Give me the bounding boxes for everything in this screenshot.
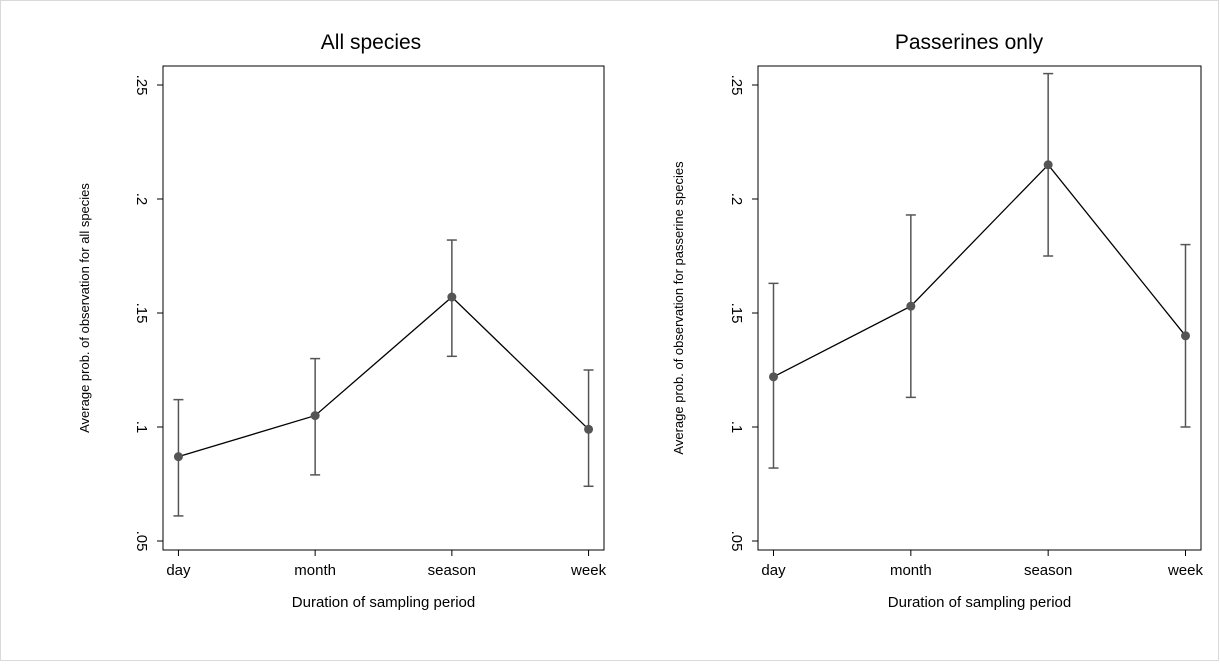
panel-2-y-axis-label: Average prob. of observation for passeri… — [671, 161, 686, 455]
panel-2-point-season — [1043, 160, 1053, 170]
panel-2-x-axis-label: Duration of sampling period — [888, 594, 1071, 611]
panel-2-xtick-label: month — [890, 562, 932, 579]
panel-1-ytick-label: .2 — [133, 193, 150, 206]
panel-2-point-day — [769, 372, 779, 382]
panel-1-point-week — [584, 424, 594, 434]
panel-1-ytick-label: .15 — [133, 303, 150, 324]
panel-1-y-axis-label: Average prob. of observation for all spe… — [77, 183, 92, 433]
panel-2-xtick-label: season — [1024, 562, 1072, 579]
panel-2-ytick-label: .15 — [728, 303, 745, 324]
panel-1-ytick-label: .05 — [133, 531, 150, 552]
panel-1-point-month — [310, 411, 320, 421]
panel-2-ytick-label: .1 — [728, 421, 745, 434]
panel-1-point-day — [173, 452, 183, 462]
panel-2-ytick-label: .05 — [728, 531, 745, 552]
panel-1-series-line — [178, 296, 590, 458]
panel-2-series-line — [773, 163, 1187, 378]
panel-2-ytick-label: .2 — [728, 193, 745, 206]
panel-2-ytick-label: .25 — [728, 75, 745, 96]
panel-1-xtick-label: season — [428, 562, 476, 579]
panel-1-xtick-label: day — [166, 562, 191, 579]
panel-1-point-season — [447, 292, 457, 302]
panel-1-xtick-label: week — [570, 562, 607, 579]
panel-1-plot-area — [162, 65, 605, 551]
panel-1-x-axis-label: Duration of sampling period — [292, 594, 475, 611]
panel-2-plot-area — [757, 65, 1202, 551]
panel-2-point-month — [906, 301, 916, 311]
panel-1-xtick-label: month — [294, 562, 336, 579]
panel-1-ytick-label: .25 — [133, 75, 150, 96]
panel-2-point-week — [1180, 331, 1190, 341]
panel-1-title: All species — [321, 31, 421, 54]
panel-2-xtick-label: day — [761, 562, 786, 579]
panel-1-ytick-label: .1 — [133, 421, 150, 434]
panel-2-title: Passerines only — [895, 31, 1044, 54]
panel-2-xtick-label: week — [1167, 562, 1204, 579]
